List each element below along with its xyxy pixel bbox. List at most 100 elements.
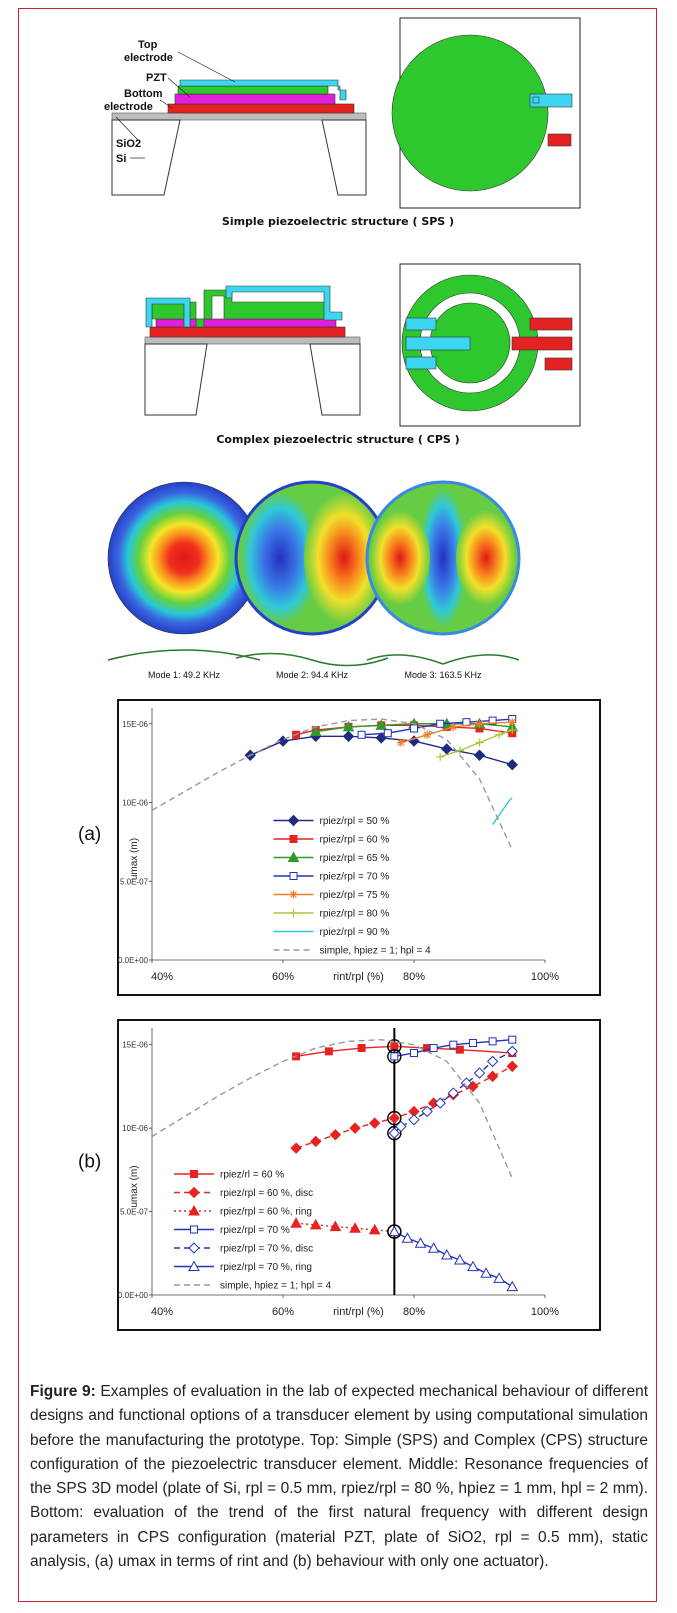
marker bbox=[358, 1045, 365, 1052]
sio2-layer bbox=[112, 113, 366, 120]
legend-label: rpiez/rl = 60 % bbox=[220, 1170, 284, 1181]
y-axis-label: umax (m) bbox=[129, 838, 140, 880]
legend-label: simple, hpiez = 1; hpl = 4 bbox=[220, 1281, 332, 1292]
leader bbox=[178, 52, 235, 82]
marker bbox=[508, 718, 516, 726]
top-electrode bbox=[178, 86, 328, 94]
pzt-layer bbox=[175, 94, 335, 104]
y-tick-label: 10E-06 bbox=[122, 1124, 148, 1133]
caption-text: Examples of evaluation in the lab of exp… bbox=[30, 1383, 648, 1570]
x-tick-label: 80% bbox=[403, 971, 425, 983]
caption-label: Figure 9: bbox=[30, 1383, 96, 1400]
tab bbox=[545, 358, 572, 370]
mode-3: Mode 3: 163.5 KHz bbox=[367, 482, 519, 680]
marker bbox=[411, 725, 418, 732]
x-tick-label: 40% bbox=[151, 1306, 173, 1318]
tab bbox=[406, 337, 470, 350]
legend-label: rpiez/rpl = 75 % bbox=[320, 890, 390, 901]
marker bbox=[358, 731, 365, 738]
sps-section: Top electrode PZT Bottom electrode SiO2 … bbox=[104, 39, 366, 195]
marker bbox=[509, 1036, 516, 1043]
cps-top-view bbox=[400, 264, 580, 426]
legend-label: rpiez/rpl = 60 %, ring bbox=[220, 1207, 312, 1218]
si-foot bbox=[145, 344, 207, 415]
mode-label: Mode 1: 49.2 KHz bbox=[148, 670, 221, 680]
y-tick-label: 15E-06 bbox=[122, 720, 148, 729]
y-tick-label: 15E-06 bbox=[122, 1041, 148, 1050]
diagram-caption: Complex piezoelectric structure ( CPS ) bbox=[216, 433, 459, 446]
y-axis-label: umax (m) bbox=[129, 1165, 140, 1207]
y-tick-label: 10E-06 bbox=[122, 799, 148, 808]
legend-label: rpiez/rpl = 70 %, ring bbox=[220, 1262, 312, 1273]
label: electrode bbox=[104, 101, 153, 113]
legend-marker bbox=[191, 1226, 198, 1233]
legend-marker bbox=[191, 1171, 198, 1178]
tab bbox=[530, 318, 572, 330]
mode-1: Mode 1: 49.2 KHz bbox=[108, 482, 260, 680]
marker bbox=[469, 1040, 476, 1047]
marker bbox=[437, 720, 444, 727]
marker bbox=[449, 723, 457, 731]
y-tick-label: 0.0E+00 bbox=[118, 1291, 149, 1300]
figure-caption: Figure 9: Examples of evaluation in the … bbox=[30, 1380, 648, 1574]
legend-label: rpiez/rpl = 65 % bbox=[320, 853, 390, 864]
si-foot bbox=[322, 120, 366, 195]
lobe bbox=[370, 510, 430, 606]
electrode-disc bbox=[392, 35, 548, 191]
marker bbox=[489, 1038, 496, 1045]
mode-2: Mode 2: 94.4 KHz bbox=[236, 482, 388, 680]
tab bbox=[406, 318, 436, 330]
y-tick-label: 5.0E-07 bbox=[120, 1208, 149, 1217]
x-tick-label: 60% bbox=[272, 971, 294, 983]
label: Bottom bbox=[124, 88, 163, 100]
marker bbox=[430, 1045, 437, 1052]
legend-label: rpiez/rpl = 70 % bbox=[320, 872, 390, 883]
marker bbox=[476, 720, 484, 728]
diagram-caption: Simple piezoelectric structure ( SPS ) bbox=[222, 215, 454, 228]
legend-label: rpiez/rpl = 70 %, disc bbox=[220, 1244, 313, 1255]
bottom-electrode bbox=[150, 327, 345, 337]
tab bbox=[512, 337, 572, 350]
si-foot bbox=[310, 344, 360, 415]
legend-label: rpiez/rpl = 70 % bbox=[220, 1225, 290, 1236]
marker bbox=[397, 739, 405, 747]
label: PZT bbox=[146, 72, 167, 84]
mode-label: Mode 3: 163.5 KHz bbox=[404, 670, 482, 680]
x-tick-label: 60% bbox=[272, 1306, 294, 1318]
x-tick-label: 100% bbox=[531, 1306, 559, 1318]
x-tick-label: 80% bbox=[403, 1306, 425, 1318]
marker bbox=[325, 1048, 332, 1055]
figure: Top electrode PZT Bottom electrode SiO2 … bbox=[0, 0, 677, 1370]
pzt-layer bbox=[156, 319, 336, 327]
legend-marker bbox=[290, 891, 298, 899]
legend-label: rpiez/rpl = 80 % bbox=[320, 909, 390, 920]
legend-label: simple, hpiez = 1; hpl = 4 bbox=[320, 946, 432, 957]
mode-deflection bbox=[367, 655, 519, 664]
tab bbox=[548, 134, 571, 146]
mode-deflection bbox=[108, 650, 260, 660]
marker bbox=[391, 1053, 398, 1060]
cps-section bbox=[145, 286, 360, 415]
marker bbox=[391, 1043, 398, 1050]
legend-marker bbox=[290, 873, 297, 880]
x-axis-label: rint/rpl (%) bbox=[333, 1306, 384, 1318]
lobe bbox=[456, 510, 516, 606]
marker bbox=[411, 1050, 418, 1057]
marker bbox=[450, 1041, 457, 1048]
bottom-electrode bbox=[168, 104, 354, 113]
mode-label: Mode 2: 94.4 KHz bbox=[276, 670, 349, 680]
panel-label: (b) bbox=[78, 1152, 101, 1173]
label: Si bbox=[116, 153, 126, 165]
panel-label: (a) bbox=[78, 824, 101, 845]
sio2-layer bbox=[145, 337, 360, 344]
label: Top bbox=[138, 39, 158, 51]
via bbox=[533, 97, 539, 103]
label: electrode bbox=[124, 52, 173, 64]
marker bbox=[384, 730, 391, 737]
tab bbox=[406, 357, 436, 369]
x-tick-label: 100% bbox=[531, 971, 559, 983]
legend-label: rpiez/rpl = 50 % bbox=[320, 816, 390, 827]
legend-marker bbox=[290, 836, 297, 843]
x-axis-label: rint/rpl (%) bbox=[333, 971, 384, 983]
sps-top-view bbox=[392, 18, 580, 208]
